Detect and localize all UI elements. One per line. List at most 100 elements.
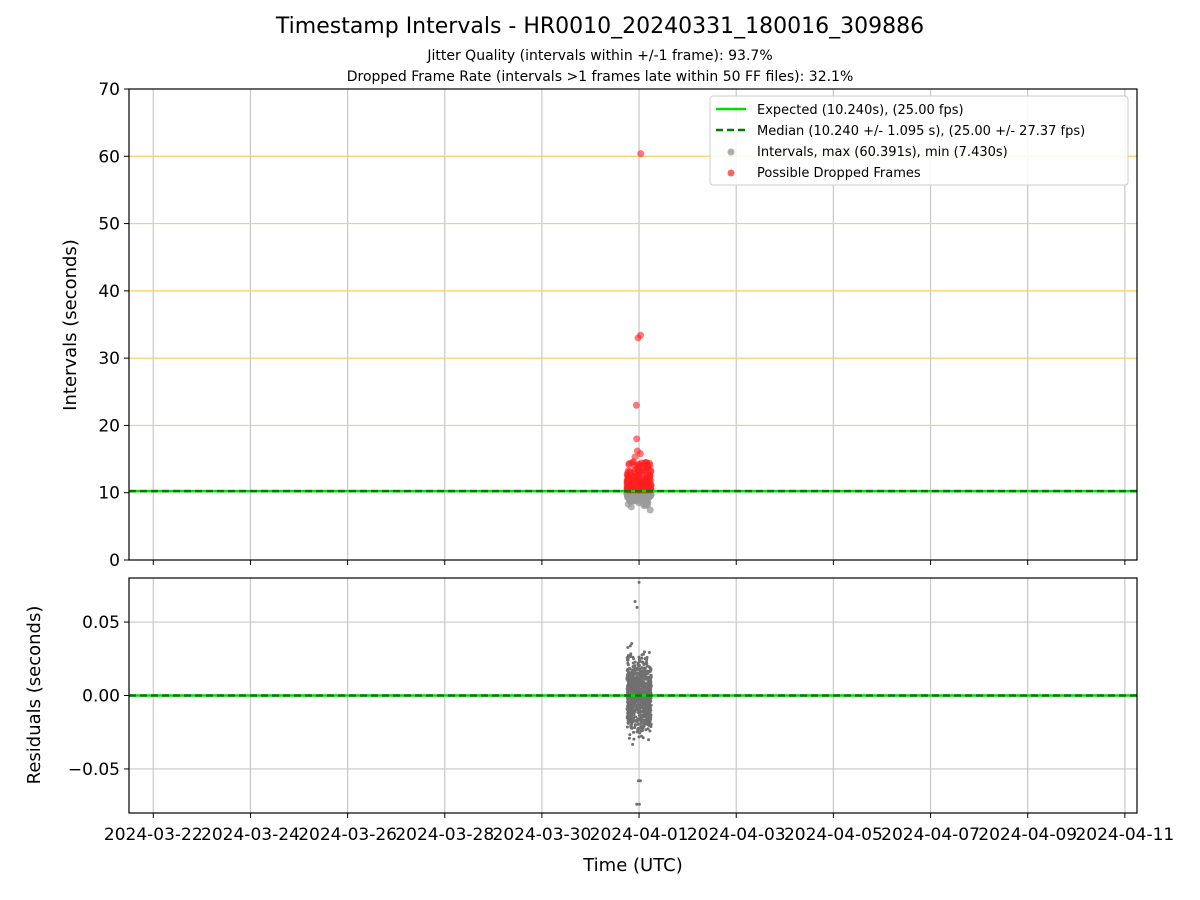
residual-point: [625, 676, 629, 680]
residual-point: [642, 675, 646, 679]
residual-point: [649, 673, 653, 677]
residual-point: [628, 667, 632, 671]
residual-point: [626, 655, 630, 659]
intervals-y-axis-label: Intervals (seconds): [60, 239, 81, 411]
dropped-frame-point: [624, 467, 632, 475]
x-tick-label: 2024-03-26: [298, 825, 397, 845]
chart-title: Timestamp Intervals - HR0010_20240331_18…: [275, 14, 925, 39]
residuals-y-axis-label: Residuals (seconds): [24, 606, 45, 785]
residual-point: [648, 713, 652, 717]
residual-point: [635, 681, 639, 685]
dropped-frame-point: [639, 464, 647, 472]
residual-point: [648, 687, 652, 691]
residual-point: [629, 688, 633, 692]
residual-point: [649, 685, 653, 689]
residual-point: [633, 723, 637, 727]
residual-point: [628, 654, 632, 658]
residual-point: [631, 742, 635, 746]
residual-point: [628, 644, 632, 648]
residual-point: [648, 729, 652, 733]
interval-point: [627, 503, 635, 511]
residual-point: [645, 662, 649, 666]
residual-point: [641, 736, 645, 740]
y-tick-label: 0: [109, 551, 120, 571]
residual-point: [637, 708, 641, 712]
residual-point: [625, 673, 629, 677]
residuals-points: [625, 580, 653, 806]
dropped-frame-point: [627, 477, 635, 485]
x-tick-label: 2024-04-03: [687, 825, 786, 845]
residual-point: [640, 729, 644, 733]
residual-point: [645, 696, 649, 700]
residual-point: [638, 731, 642, 735]
residual-point: [627, 670, 631, 674]
dropped-frame-point: [647, 481, 655, 489]
dropped-frame-point: [632, 401, 640, 409]
residual-point: [636, 700, 640, 704]
residual-point: [642, 650, 646, 654]
intervals-panel: 0 10 20 30 40 50 60 70 Intervals (seconds) Expe…: [60, 80, 1138, 571]
residual-point: [640, 669, 644, 673]
interval-point: [642, 501, 650, 509]
dropped-frame-point: [637, 150, 645, 158]
residual-point: [642, 703, 646, 707]
x-axis-label: Time (UTC): [582, 855, 683, 876]
dropped-frame-point: [633, 435, 641, 443]
residual-point: [637, 664, 641, 668]
legend-box: [709, 95, 1129, 186]
residual-point: [636, 722, 640, 726]
residual-point: [630, 707, 634, 711]
residual-point: [646, 670, 650, 674]
residual-point: [635, 802, 639, 806]
x-tick-label: 2024-04-11: [1075, 825, 1174, 845]
y-tick-label: 20: [98, 416, 120, 436]
x-tick-label: 2024-03-24: [201, 825, 300, 845]
residual-point: [630, 685, 634, 689]
residual-point: [634, 689, 638, 693]
residual-point: [630, 696, 634, 700]
dropped-frame-point: [631, 453, 639, 461]
residual-point: [641, 691, 645, 695]
dropped-frame-point: [628, 458, 636, 466]
residuals-x-ticks: 2024-03-222024-03-242024-03-262024-03-28…: [104, 813, 1174, 845]
residual-point: [637, 680, 641, 684]
residual-point: [641, 680, 645, 684]
residual-point: [625, 658, 629, 662]
residual-point: [626, 661, 630, 665]
intervals-y-ticks: 0 10 20 30 40 50 60 70: [98, 80, 129, 571]
residual-point: [632, 737, 636, 741]
residual-point: [625, 725, 629, 729]
residual-point: [631, 704, 635, 708]
y-tick-label: 0.05: [82, 613, 120, 633]
residual-point: [647, 718, 651, 722]
residual-point: [630, 691, 634, 695]
dropped-frame-point: [636, 450, 644, 458]
legend-intervals-label: Intervals, max (60.391s), min (7.430s): [757, 145, 1008, 160]
interval-point: [646, 506, 654, 514]
residual-point: [646, 722, 650, 726]
y-tick-label: 10: [98, 484, 120, 504]
residual-point: [637, 698, 641, 702]
residual-point: [641, 724, 645, 728]
residual-point: [641, 672, 645, 676]
residual-point: [642, 684, 646, 688]
residual-point: [643, 670, 647, 674]
residual-point: [639, 675, 643, 679]
residual-point: [632, 657, 636, 661]
residual-point: [637, 657, 641, 661]
residual-point: [647, 678, 651, 682]
residual-point: [633, 600, 637, 603]
residual-point: [637, 735, 641, 739]
residual-point: [631, 683, 635, 687]
residual-point: [625, 700, 629, 704]
residual-point: [626, 646, 630, 650]
residual-point: [634, 715, 638, 719]
residual-point: [647, 684, 651, 688]
y-tick-label: 0.00: [82, 687, 120, 707]
residual-point: [640, 656, 644, 660]
residual-point: [640, 713, 644, 717]
legend-dropped-swatch: [727, 169, 735, 177]
residual-point: [646, 676, 650, 680]
residual-point: [639, 722, 643, 726]
residual-point: [644, 728, 648, 732]
